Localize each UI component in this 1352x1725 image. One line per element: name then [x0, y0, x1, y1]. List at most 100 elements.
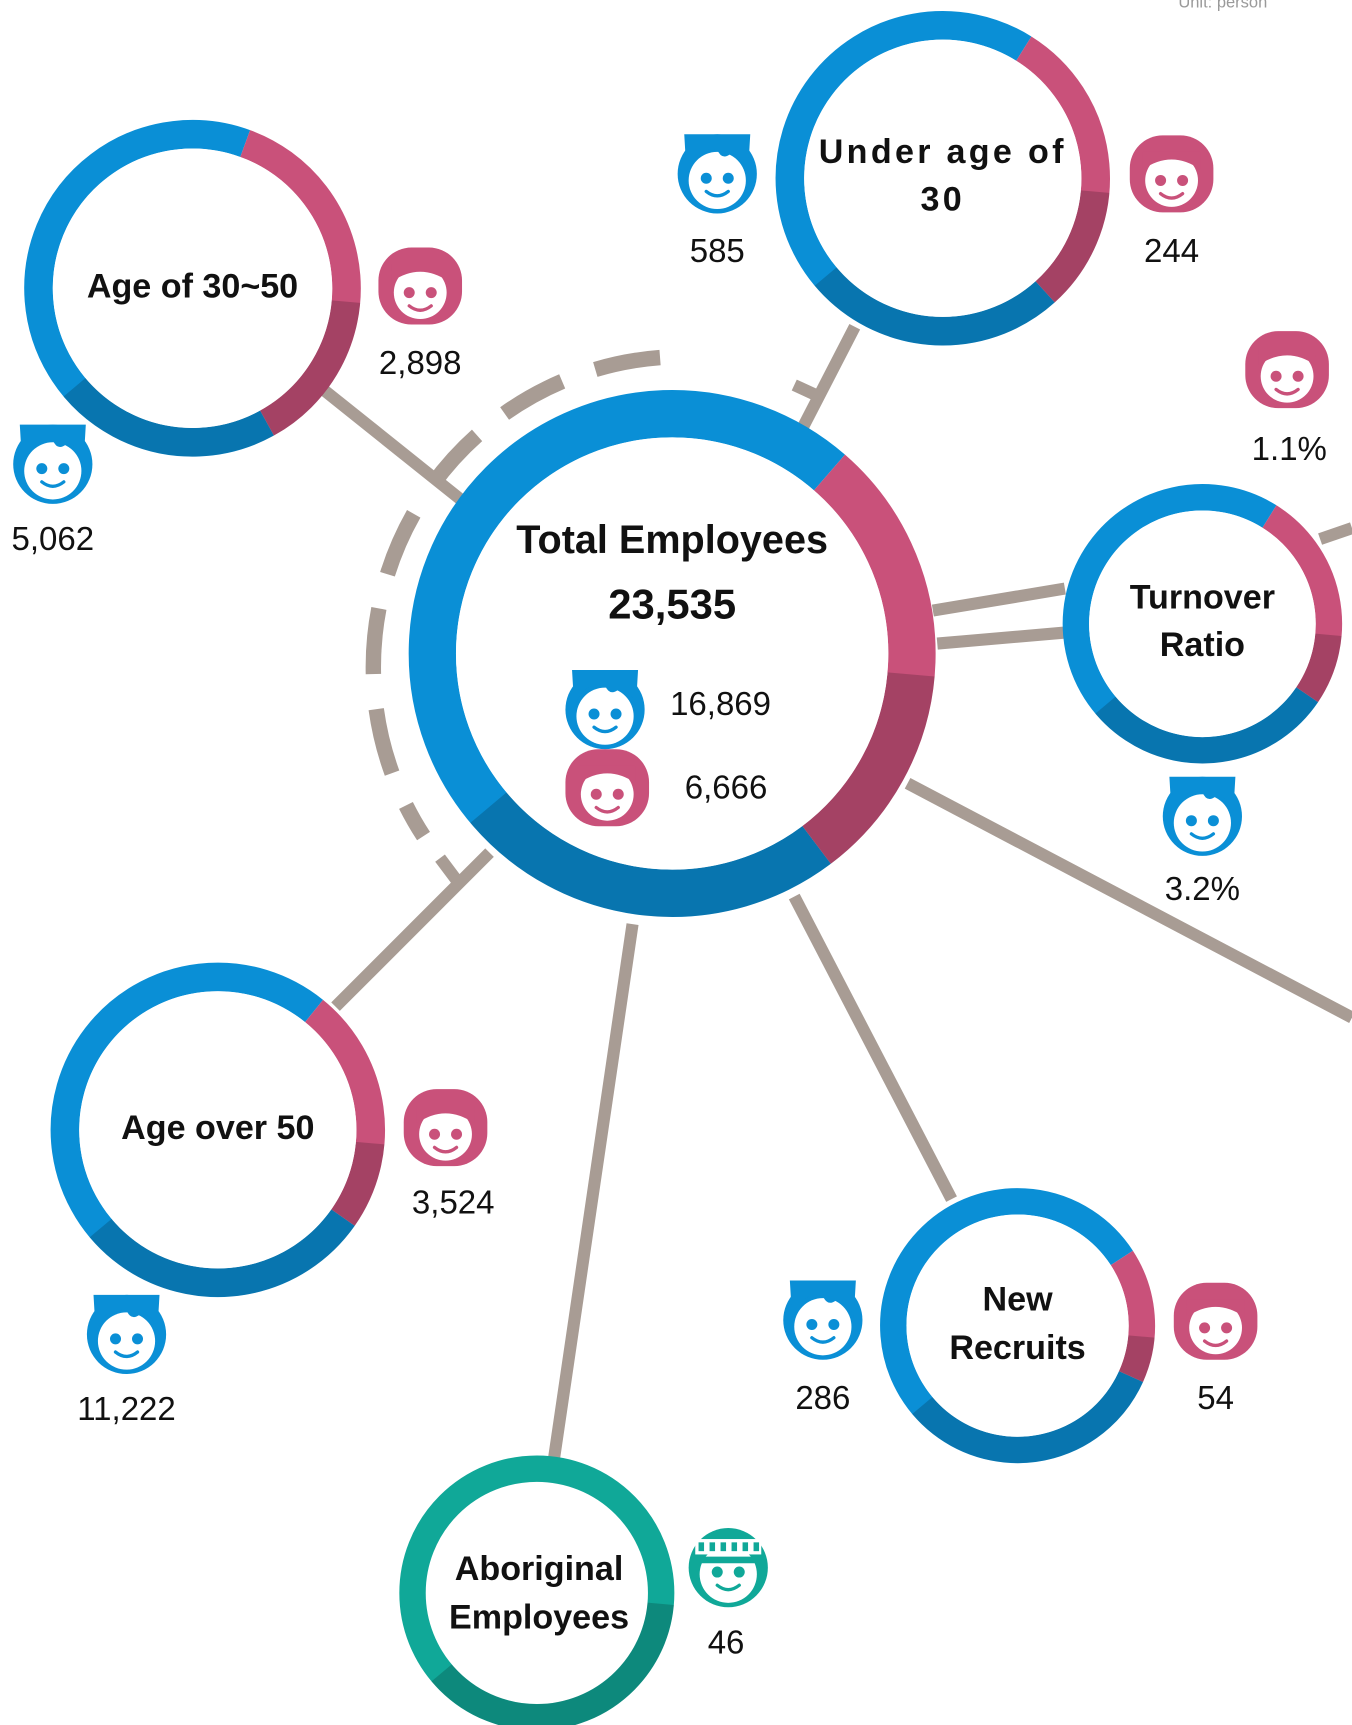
face — [24, 442, 82, 500]
ring-male — [1062, 484, 1319, 764]
connector — [547, 923, 639, 1465]
node-label: Under age of — [819, 133, 1067, 171]
ring-male — [408, 390, 845, 917]
eye — [722, 172, 734, 184]
hair — [1169, 776, 1236, 815]
ring-shade — [431, 1602, 674, 1725]
face — [1145, 154, 1198, 207]
bangs — [578, 765, 636, 784]
male-icon — [783, 1280, 863, 1360]
eye — [612, 788, 624, 800]
headband-pattern — [742, 1542, 749, 1552]
ring-inner — [1089, 510, 1316, 738]
node-label: Aboriginal — [455, 1550, 624, 1588]
center-node — [408, 390, 936, 917]
ring-inner — [906, 1214, 1129, 1437]
eye — [733, 1566, 745, 1578]
eye — [110, 1333, 122, 1345]
ring-aboriginal — [399, 1455, 675, 1725]
face — [1173, 794, 1231, 852]
node — [880, 1188, 1156, 1464]
connector — [795, 323, 861, 435]
headband — [695, 1539, 762, 1555]
face — [97, 1312, 156, 1370]
smile — [810, 1336, 836, 1344]
smile — [715, 1583, 741, 1592]
ring-male — [50, 962, 355, 1298]
eye — [590, 788, 602, 800]
smile — [40, 480, 66, 488]
node — [24, 119, 361, 457]
eye — [610, 708, 622, 720]
eye — [828, 1319, 840, 1331]
node-label: Ratio — [1160, 626, 1245, 664]
smile — [1189, 832, 1216, 840]
headband-pattern — [709, 1542, 716, 1552]
center-title: Total Employees — [516, 518, 828, 562]
bangs — [1186, 1299, 1245, 1317]
eye — [425, 287, 437, 299]
ring-female — [1110, 1250, 1156, 1382]
male-icon — [1162, 776, 1242, 856]
connector — [320, 385, 466, 506]
eye — [429, 1128, 441, 1140]
eye — [711, 1566, 723, 1578]
dashed-arc — [365, 349, 661, 841]
connector — [936, 626, 1066, 650]
male-count: 3.2% — [1165, 870, 1240, 907]
smile — [704, 189, 730, 198]
eye — [1207, 815, 1219, 827]
eye — [1292, 370, 1304, 382]
connector-tick — [791, 379, 826, 404]
hair — [789, 1280, 856, 1318]
bangs — [1258, 347, 1316, 366]
male-icon — [565, 669, 645, 750]
node — [1062, 484, 1343, 764]
headband-pattern — [720, 1542, 727, 1552]
male-icon — [13, 424, 93, 504]
unit-note: Unit: person — [1178, 0, 1267, 12]
aboriginal-node — [399, 1455, 675, 1725]
ring-female — [1262, 505, 1343, 703]
face — [393, 266, 447, 320]
hair — [19, 424, 86, 463]
eye — [1270, 370, 1282, 382]
eye — [1185, 815, 1197, 827]
connector — [931, 582, 1066, 617]
female-count: 54 — [1197, 1379, 1234, 1416]
female-count: 6,666 — [685, 769, 768, 806]
smile — [592, 725, 618, 734]
male-count: 5,062 — [12, 520, 95, 557]
female-count: 1.1% — [1252, 430, 1327, 467]
female-icon — [1245, 331, 1329, 409]
female-icon — [378, 247, 463, 325]
connectors — [320, 323, 1352, 1465]
face — [576, 687, 634, 745]
female-icon — [1173, 1282, 1258, 1360]
female-icon — [1129, 135, 1214, 213]
headband-pattern — [731, 1542, 738, 1552]
face — [1260, 349, 1314, 403]
female-icon — [403, 1089, 488, 1167]
node-label: Turnover — [1130, 579, 1275, 617]
connector — [331, 848, 494, 1011]
hair — [572, 669, 639, 708]
ring-shade — [470, 672, 935, 917]
ring-shade — [63, 300, 361, 457]
node-label: 30 — [921, 180, 966, 218]
bangs — [416, 1105, 475, 1124]
eye — [806, 1319, 818, 1331]
eye — [58, 463, 70, 475]
smile — [594, 805, 620, 814]
node-label: Recruits — [949, 1329, 1085, 1367]
connector — [788, 893, 957, 1202]
smile — [432, 1145, 459, 1154]
hair — [684, 134, 751, 172]
eye — [1155, 174, 1167, 186]
smile — [113, 1350, 140, 1359]
eye — [132, 1333, 144, 1345]
ring-shade — [89, 1141, 385, 1298]
eye — [1177, 174, 1189, 186]
face — [794, 1298, 852, 1356]
node-label: New — [983, 1280, 1054, 1318]
